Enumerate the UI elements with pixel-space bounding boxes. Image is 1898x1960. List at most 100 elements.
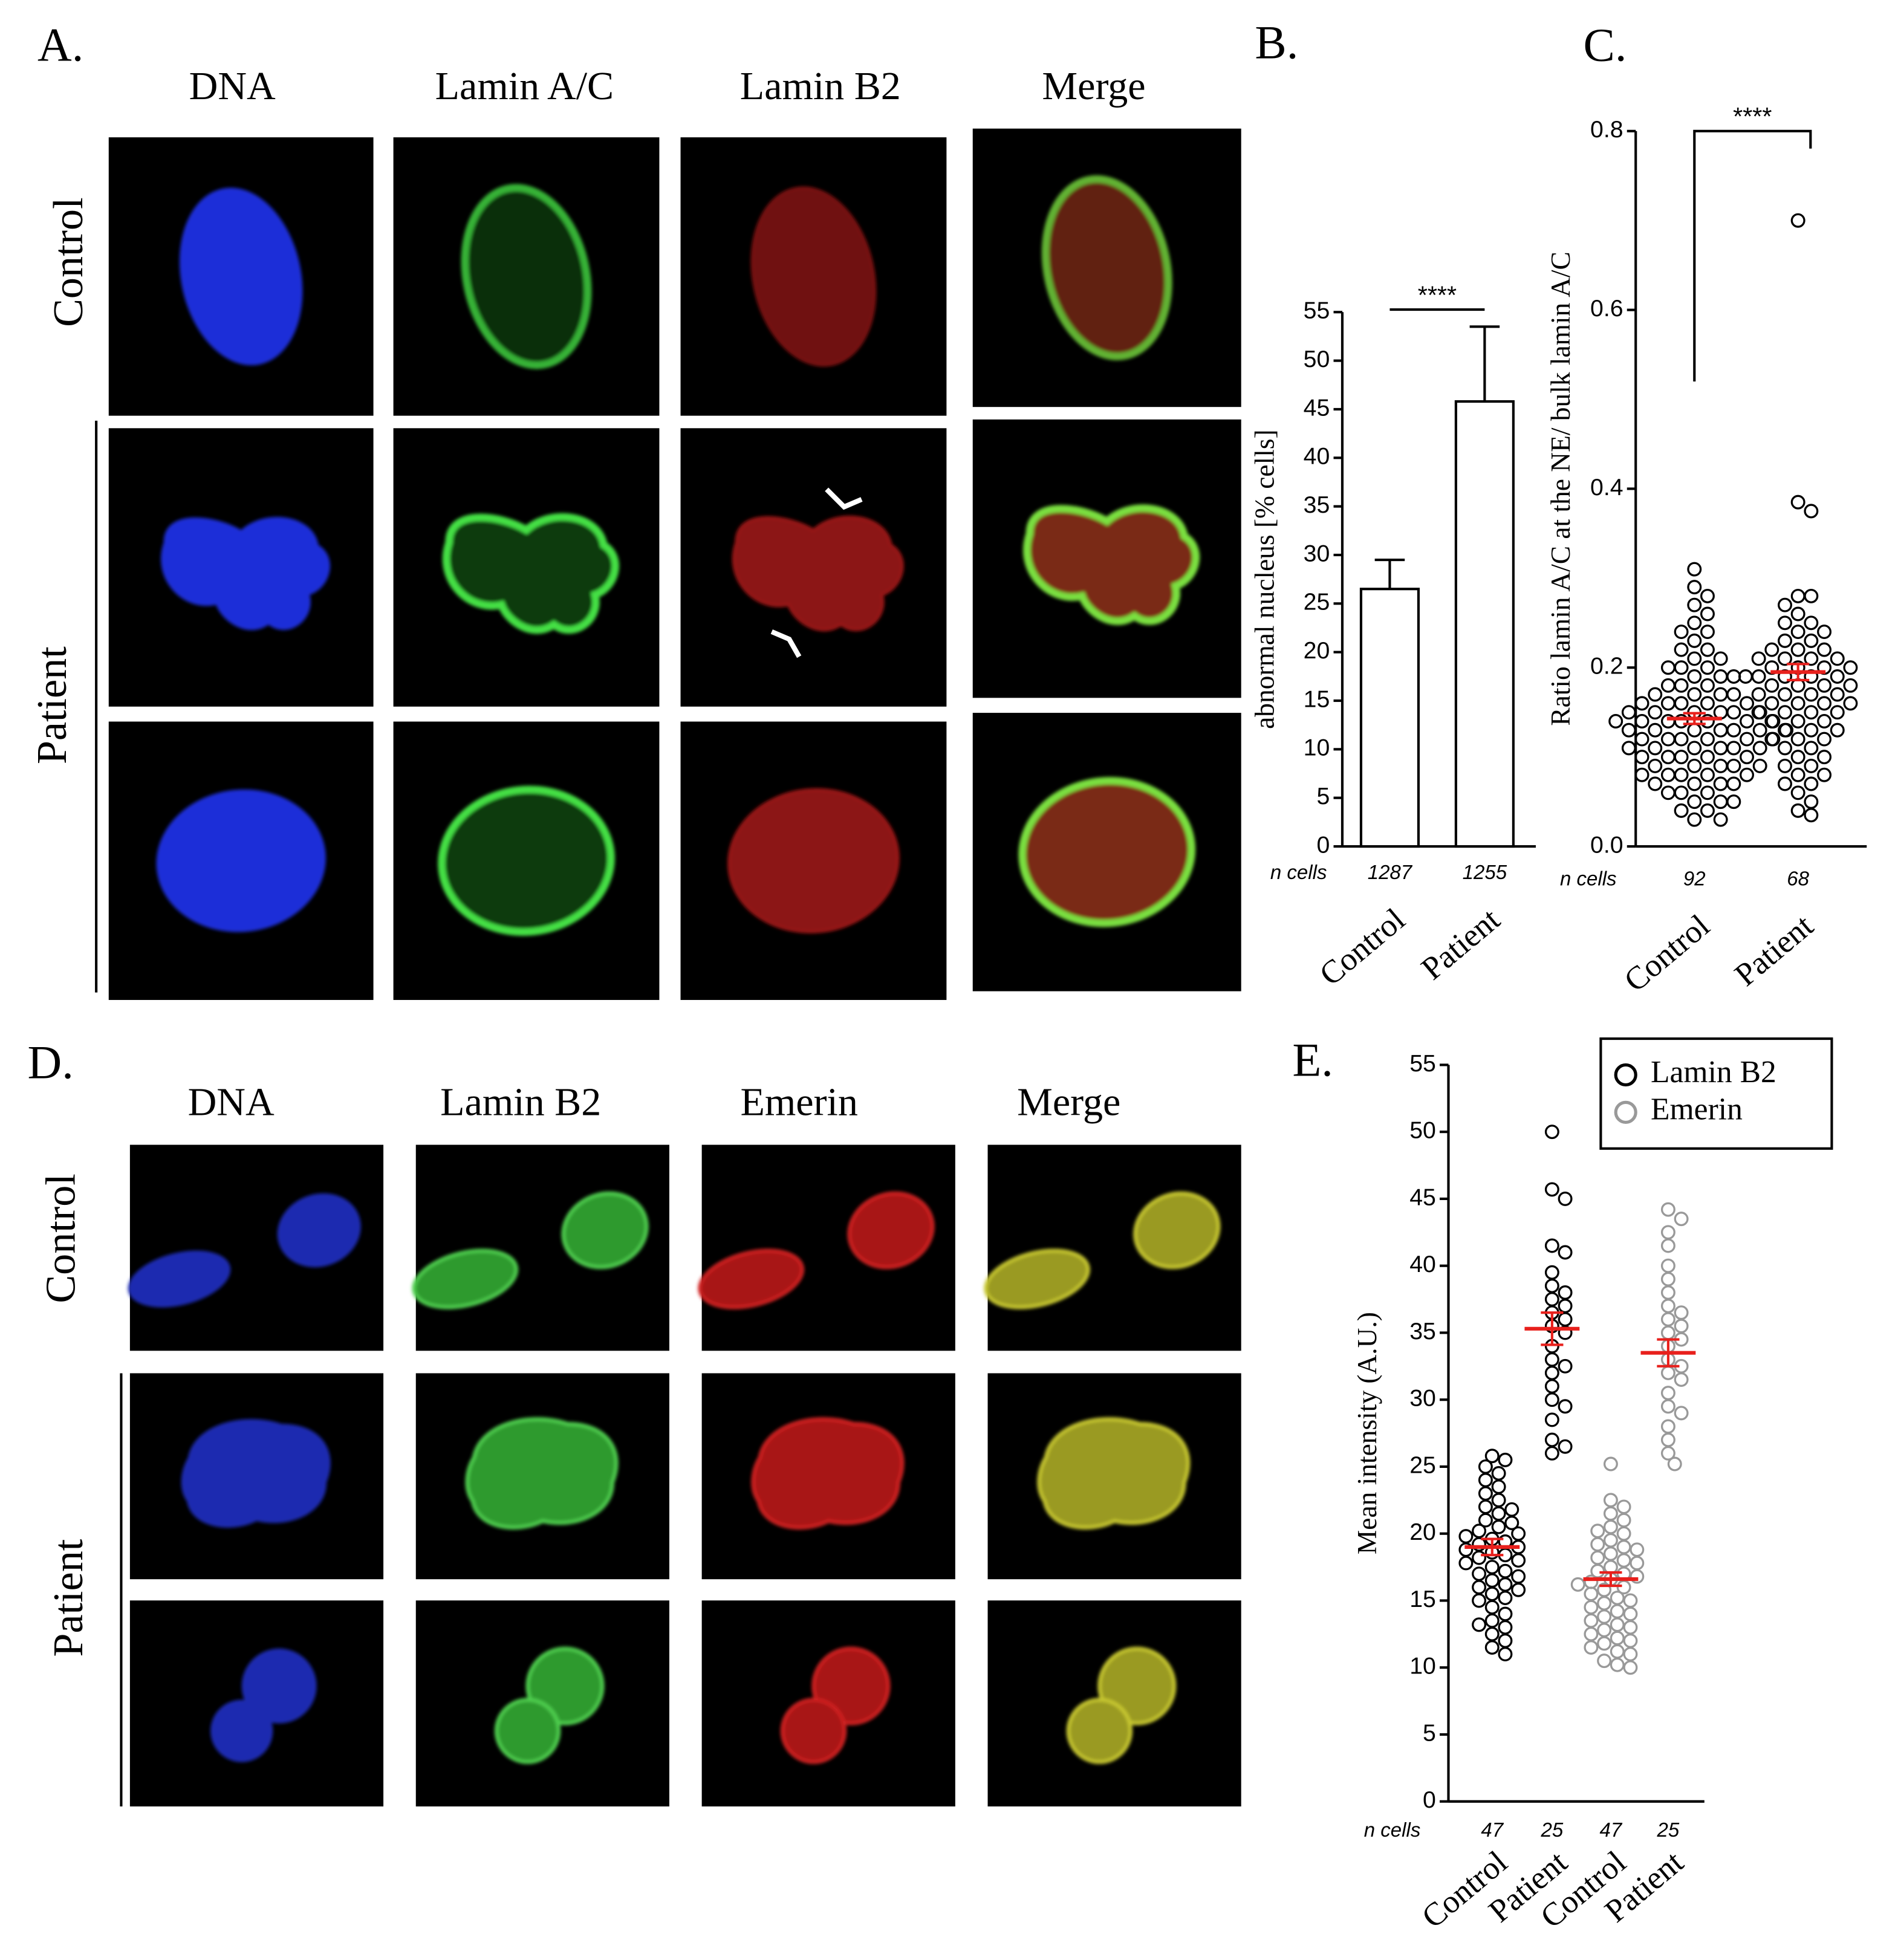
- y-tick-label: 25: [1304, 589, 1330, 615]
- y-tick-label: 0.2: [1590, 653, 1623, 680]
- data-point: [1804, 633, 1819, 648]
- data-point: [1764, 642, 1779, 657]
- data-point: [1616, 1513, 1631, 1528]
- nucleus-group: [780, 1646, 891, 1764]
- data-point: [1484, 1613, 1500, 1628]
- data-point: [1804, 794, 1819, 810]
- data-point: [1778, 597, 1792, 612]
- data-point: [1472, 1550, 1487, 1565]
- data-point: [1660, 1238, 1675, 1253]
- data-point: [1544, 1292, 1559, 1307]
- data-point: [1544, 1432, 1559, 1447]
- data-point: [1700, 767, 1715, 782]
- n-cells: 47: [1600, 1819, 1623, 1841]
- data-point: [1544, 1124, 1559, 1140]
- data-point: [1660, 1419, 1675, 1434]
- sem-bar: [1481, 1537, 1504, 1557]
- data-point: [1764, 696, 1779, 711]
- nucleus: [727, 788, 900, 933]
- data-point: [1630, 1556, 1645, 1571]
- data-point: [1660, 696, 1675, 711]
- x-tick-label: Control: [1617, 907, 1716, 999]
- y-tick-label: 55: [1304, 297, 1330, 324]
- nucleus: [1018, 777, 1196, 927]
- data-point: [1700, 750, 1715, 765]
- data-point: [1778, 776, 1792, 791]
- data-point: [1616, 1539, 1631, 1554]
- nucleus-group: [156, 789, 326, 932]
- data-point: [1621, 705, 1636, 720]
- data-point: [1491, 1466, 1506, 1481]
- n-cells: 92: [1683, 868, 1706, 890]
- data-point: [1700, 714, 1715, 729]
- y-tick-label: 5: [1423, 1719, 1436, 1746]
- n-cells: 25: [1541, 1819, 1564, 1841]
- data-point: [1478, 1486, 1493, 1501]
- data-point: [1472, 1566, 1487, 1582]
- data-point: [1623, 1647, 1638, 1662]
- data-point: [1660, 732, 1675, 747]
- data-point: [1700, 785, 1715, 800]
- y-tick-label: 30: [1409, 1385, 1436, 1412]
- data-point: [1713, 812, 1728, 827]
- data-point: [1603, 1546, 1618, 1561]
- data-point: [1544, 1278, 1559, 1293]
- data-point: [1498, 1620, 1513, 1635]
- column-header: Merge: [1042, 64, 1145, 108]
- data-point: [1674, 642, 1689, 657]
- data-point: [1660, 714, 1675, 729]
- data-point: [1713, 758, 1728, 773]
- nucleus-group: [442, 513, 619, 634]
- data-point: [1778, 633, 1792, 648]
- data-point: [1511, 1582, 1526, 1597]
- data-point: [1484, 1640, 1500, 1655]
- data-point: [1458, 1556, 1474, 1571]
- column-header: Emerin: [740, 1080, 857, 1124]
- x-tick-label: Control: [1313, 901, 1412, 992]
- data-point: [1610, 1604, 1625, 1619]
- y-axis-label: abnormal nucleus [% cells]: [1249, 429, 1279, 729]
- n-label: n cells: [1560, 868, 1617, 890]
- data-point: [1660, 767, 1675, 782]
- data-point: [1674, 625, 1689, 640]
- data-point: [1660, 1399, 1675, 1414]
- data-point: [1660, 1285, 1675, 1300]
- data-point: [1674, 767, 1689, 782]
- data-point: [1778, 758, 1792, 773]
- data-point: [1804, 722, 1819, 738]
- data-point: [1544, 1182, 1559, 1197]
- data-point: [1726, 758, 1741, 773]
- data-point: [1778, 687, 1792, 702]
- data-point: [1726, 776, 1741, 791]
- nucleus-group: [1023, 504, 1200, 626]
- data-point: [1751, 651, 1766, 666]
- data-point: [1616, 1553, 1631, 1568]
- column-header: DNA: [189, 64, 276, 108]
- data-point: [1687, 580, 1702, 595]
- data-point: [1544, 1352, 1559, 1367]
- sem-bar: [1683, 712, 1706, 725]
- data-point: [1558, 1358, 1573, 1374]
- nucleus-group: [732, 516, 904, 632]
- row-label: Control: [37, 1173, 85, 1303]
- column-header: Lamin A/C: [435, 64, 614, 108]
- nucleus-group: [750, 186, 877, 367]
- data-point: [1491, 1506, 1506, 1521]
- nucleus: [1066, 1698, 1133, 1764]
- data-point: [1790, 803, 1805, 818]
- nucleus-group: [698, 1191, 935, 1309]
- data-point: [1804, 588, 1819, 603]
- nucleus: [494, 1698, 561, 1764]
- data-point: [1478, 1473, 1493, 1488]
- nucleus-group: [128, 1193, 361, 1308]
- data-point: [1498, 1577, 1513, 1592]
- nucleus: [698, 1248, 805, 1309]
- data-point: [1713, 651, 1728, 666]
- data-point: [1674, 1372, 1689, 1387]
- data-point: [1484, 1573, 1500, 1588]
- nucleus: [156, 789, 326, 932]
- data-point: [1687, 741, 1702, 756]
- data-point: [1584, 1586, 1599, 1601]
- n-cells: 1255: [1463, 861, 1507, 883]
- y-tick-label: 0: [1423, 1786, 1436, 1813]
